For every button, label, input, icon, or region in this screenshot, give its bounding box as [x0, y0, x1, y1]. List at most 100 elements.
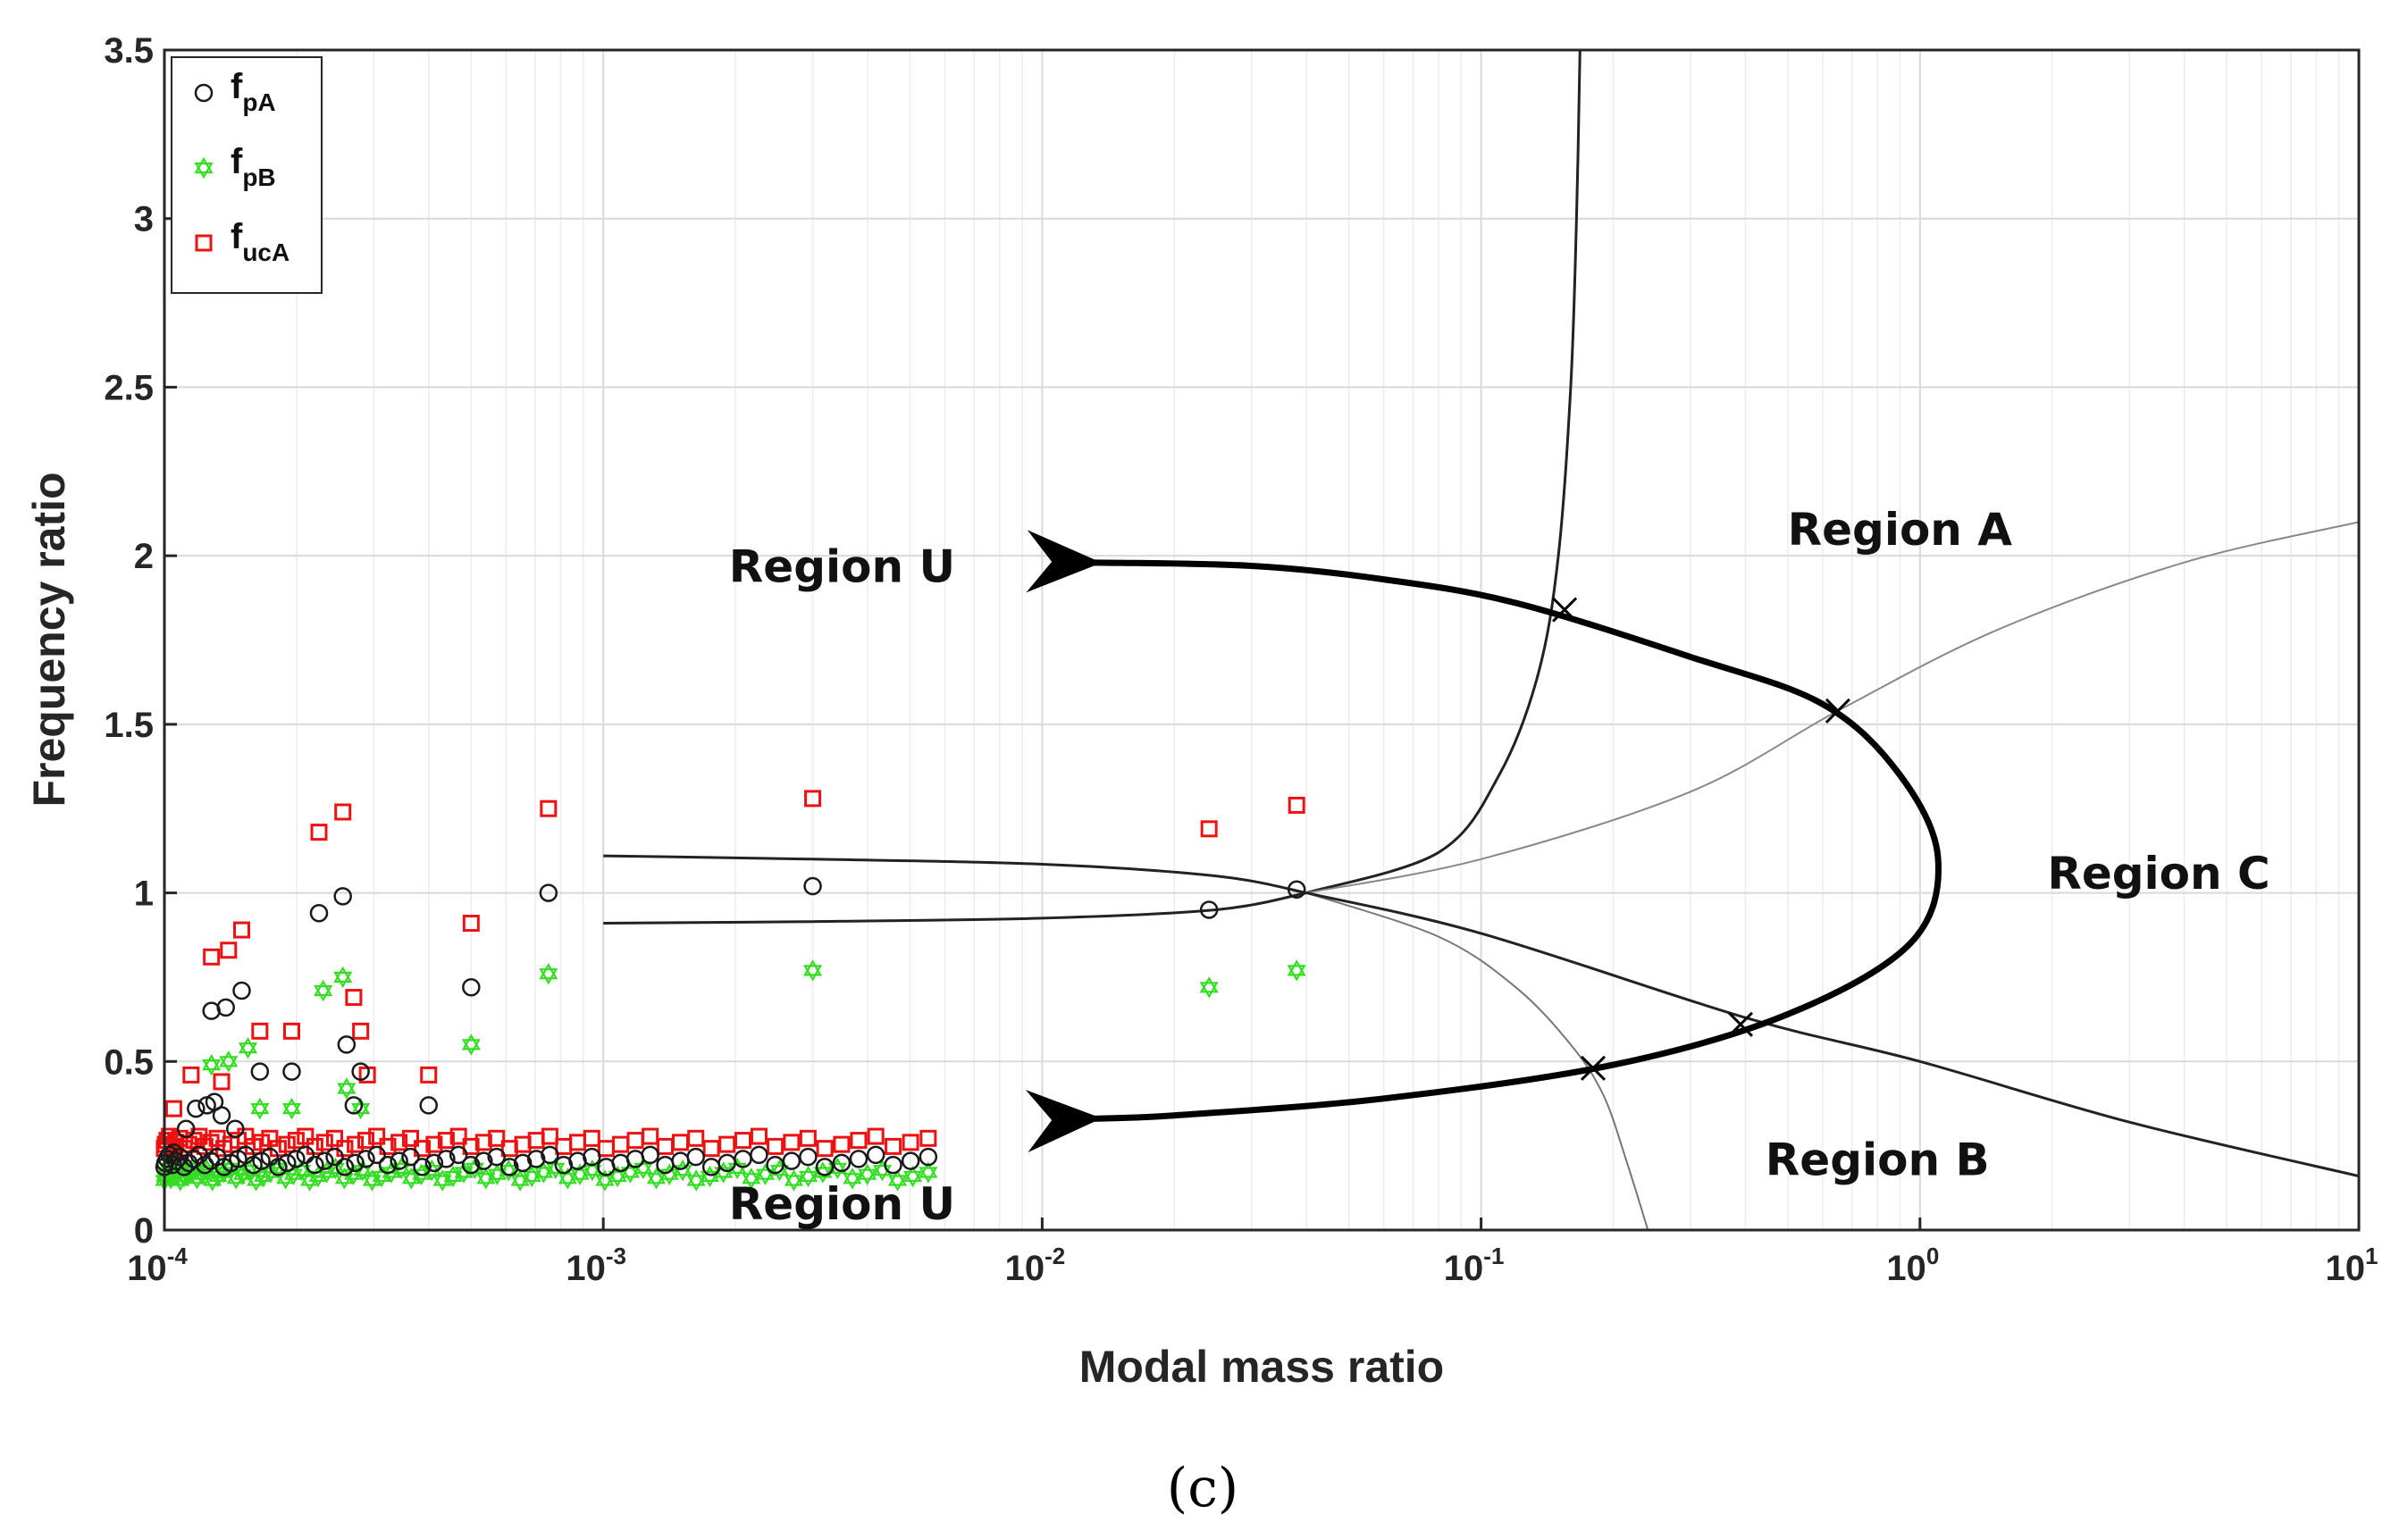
data-point-fpA	[766, 1155, 784, 1175]
data-point-fucA	[297, 1127, 315, 1145]
arc-crossing-marker	[1825, 698, 1850, 724]
x-tick-label: 101	[2326, 1243, 2379, 1288]
data-point-fpA	[269, 1158, 288, 1176]
hexagram-part	[595, 1169, 615, 1186]
data-point-fpB	[919, 1161, 938, 1184]
data-point-fucA	[379, 1137, 397, 1155]
hexagram-part	[756, 1163, 776, 1180]
data-point-fpA	[1287, 880, 1306, 900]
data-point-fpA	[832, 1153, 852, 1173]
data-point-fpB	[858, 1163, 877, 1185]
data-point-fucA	[462, 915, 480, 933]
x-tick-exponent: -4	[167, 1243, 189, 1269]
data-point-fpA	[539, 883, 558, 902]
data-point-fpB	[843, 1168, 862, 1190]
hexagram-part	[461, 1034, 481, 1050]
data-point-fpA	[424, 1153, 444, 1173]
data-point-fpB	[281, 1097, 301, 1120]
hexagram-part	[813, 1161, 833, 1178]
data-point-fucA	[278, 1135, 296, 1153]
data-point-fpB	[487, 1163, 508, 1185]
data-point-fpA	[686, 1147, 705, 1167]
data-point-fpB	[510, 1169, 530, 1192]
hexagram-part	[281, 1097, 301, 1115]
x-tick-exponent: 1	[2365, 1243, 2378, 1269]
data-point-fpA	[335, 1158, 355, 1176]
data-point-fucA	[315, 1134, 333, 1151]
data-point-fpB	[1287, 959, 1306, 982]
hexagram-part	[522, 1165, 541, 1183]
data-point-fucA	[816, 1140, 834, 1158]
data-point-fucA	[919, 1129, 937, 1147]
x-tick-label: 100	[1886, 1243, 1939, 1288]
data-point-fpA	[378, 1155, 398, 1175]
hexagram-part	[620, 1167, 641, 1184]
hexagram-part	[583, 1159, 602, 1176]
hexagram-part	[546, 1157, 566, 1175]
data-point-fpB	[337, 1077, 357, 1100]
data-point-fpB	[784, 1169, 803, 1192]
data-point-fpA	[750, 1145, 768, 1165]
legend-subscript: pA	[242, 88, 275, 116]
region-label: Region U	[729, 1178, 955, 1230]
data-point-fucA	[867, 1127, 885, 1145]
plot-background	[164, 50, 2359, 1230]
data-point-fpA	[390, 1151, 408, 1170]
hexagram-part	[202, 1053, 222, 1071]
hexagram-part	[873, 1165, 893, 1182]
data-point-fpB	[476, 1168, 496, 1190]
legend-subscript: pB	[242, 163, 275, 191]
data-point-fpB	[238, 1037, 258, 1059]
data-point-fucA	[326, 1129, 344, 1147]
data-point-fpA	[357, 1150, 375, 1168]
data-point-fpA	[782, 1151, 801, 1170]
hexagram-part	[686, 1169, 706, 1186]
data-point-fpA	[1199, 900, 1219, 919]
legend-marker-fpA	[194, 83, 214, 103]
data-point-fpB	[802, 959, 823, 982]
data-point-fpA	[462, 978, 481, 997]
boundary-U-upper	[603, 854, 1307, 895]
hexagram-part	[558, 1168, 577, 1184]
data-point-fucA	[885, 1137, 902, 1155]
boundary-U-lower	[603, 891, 1307, 925]
data-point-fpB	[219, 1050, 239, 1073]
hexagram-part	[299, 1175, 320, 1192]
data-point-fpA	[337, 1035, 357, 1054]
data-point-fpB	[686, 1169, 706, 1192]
data-point-fucA	[783, 1134, 801, 1151]
legend-subscript: ucA	[242, 239, 289, 266]
data-point-fpA	[184, 1150, 204, 1168]
hexagram-part	[314, 979, 333, 997]
hexagram-part	[465, 1162, 485, 1180]
figure-caption: (c)	[1167, 1457, 1238, 1519]
hexagram-part	[219, 1056, 239, 1073]
hexagram-part	[784, 1169, 803, 1186]
hexagram-part	[919, 1167, 938, 1184]
x-tick-exponent: -3	[606, 1243, 626, 1269]
boundary-B-vertical	[1305, 891, 1649, 1231]
data-point-fpB	[1199, 976, 1219, 999]
data-point-fpA	[176, 1119, 196, 1139]
data-point-fucA	[232, 921, 250, 939]
data-point-fucA	[1200, 820, 1218, 838]
hexagram-part	[333, 966, 353, 983]
hexagram-part	[333, 971, 353, 989]
x-tick-label: 10-2	[1005, 1243, 1066, 1288]
data-points	[155, 790, 1306, 1192]
data-point-fucA	[734, 1132, 751, 1150]
hexagram-part	[1287, 965, 1306, 982]
data-point-fpA	[641, 1145, 659, 1165]
region-label: Region C	[2047, 848, 2270, 900]
data-point-fpA	[803, 876, 822, 896]
hexagram-part	[443, 1170, 463, 1188]
data-point-fpB	[461, 1034, 481, 1056]
data-point-fucA	[750, 1127, 768, 1145]
data-point-fucA	[642, 1127, 659, 1145]
hexagram-part	[461, 1039, 481, 1056]
data-point-fpB	[533, 1161, 554, 1184]
hexagram-part	[843, 1168, 862, 1184]
data-point-fpB	[268, 1157, 288, 1180]
data-point-fpA	[500, 1158, 519, 1176]
